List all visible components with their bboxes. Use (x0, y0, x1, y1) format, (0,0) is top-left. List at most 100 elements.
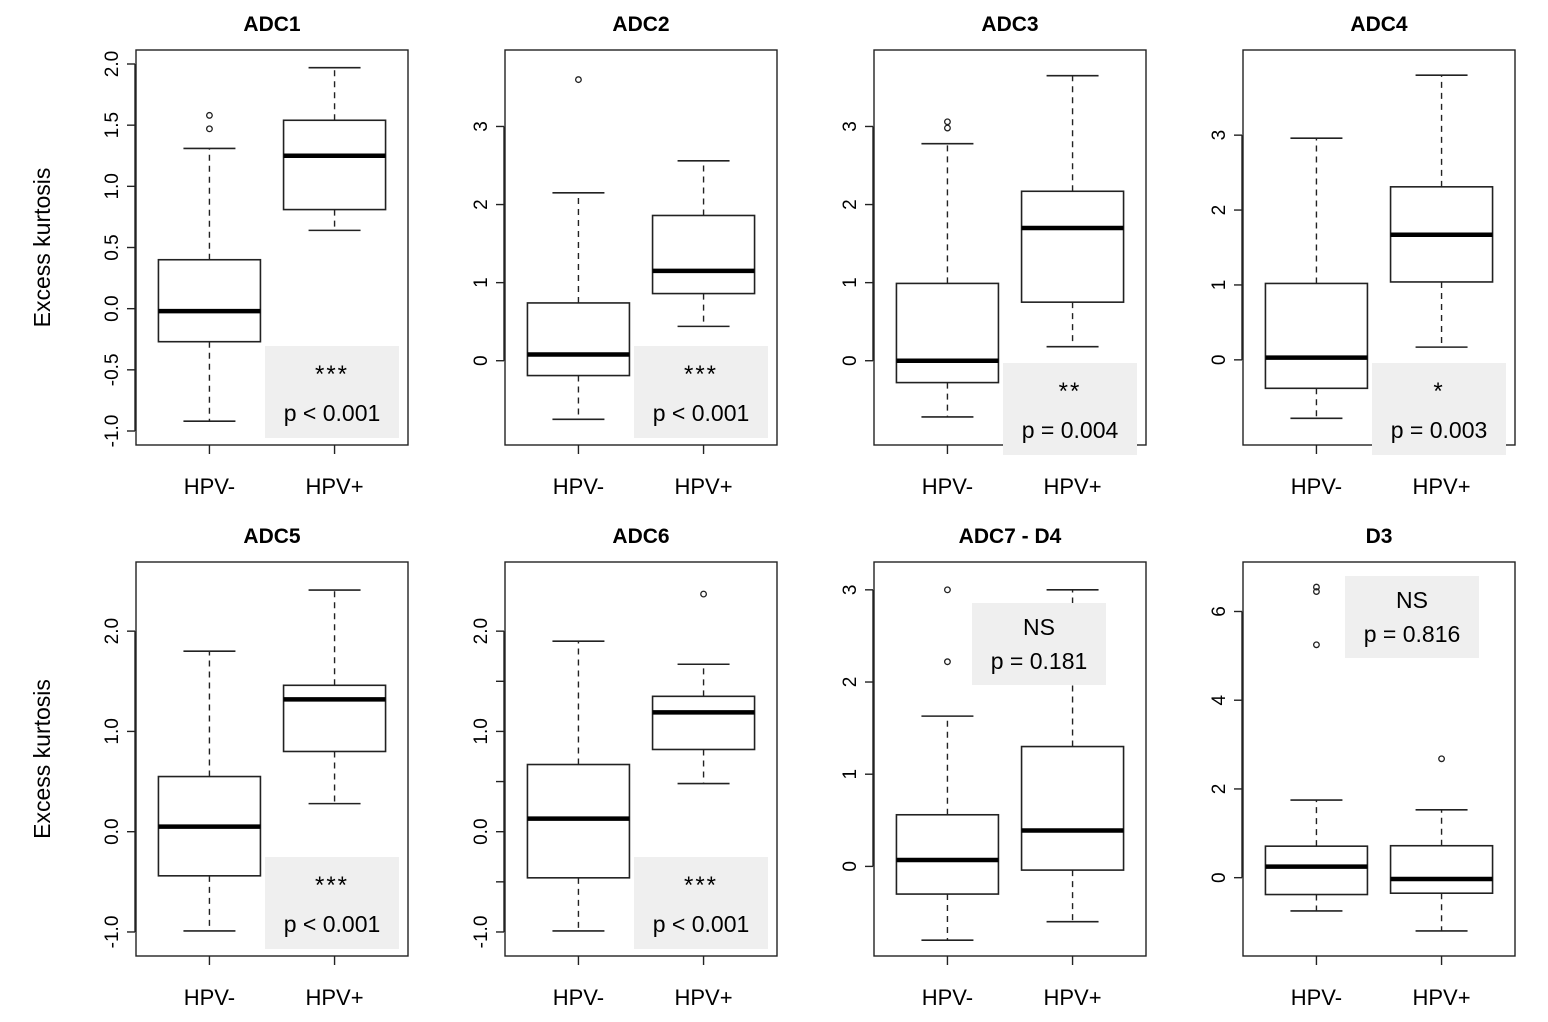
outlier-point (205, 111, 213, 119)
y-tick-label: 3 (1209, 130, 1230, 141)
p-value: p < 0.001 (284, 911, 381, 937)
panel-adc5: ADC5 -1.0 0.0 1.0 2.0 HPV- HPV+ *** p < 0.001 Exc… (29, 525, 409, 1010)
annotation-background (1345, 576, 1479, 658)
iqr-box (1264, 845, 1369, 896)
significance-annotation: * p = 0.003 (1372, 363, 1506, 455)
box-hpv-negative (1264, 583, 1369, 912)
box-hpv-positive (1020, 74, 1125, 348)
iqr-box (1264, 282, 1369, 390)
y-tick-label: 3 (471, 121, 492, 132)
outlier-point (205, 125, 213, 133)
plot-frame (135, 49, 409, 446)
y-tick-label: 2 (471, 199, 492, 210)
y-tick-label: 1.0 (102, 173, 123, 199)
outlier-point (700, 590, 708, 598)
y-tick-label: 0 (840, 861, 861, 872)
significance-annotation: NS p = 0.181 (972, 603, 1106, 685)
y-tick-label: 2.0 (102, 618, 123, 644)
iqr-box (282, 119, 387, 211)
iqr-box (1020, 190, 1125, 303)
box-hpv-negative (526, 76, 631, 421)
y-tick-label: 0 (1209, 355, 1230, 366)
panel-title: D3 (1366, 525, 1393, 548)
y-tick-label: 1 (1209, 280, 1230, 291)
box-hpv-positive (282, 589, 387, 805)
panel-title: ADC1 (243, 13, 300, 36)
box-hpv-negative (895, 586, 1000, 941)
y-tick-label: 2 (1209, 784, 1230, 795)
x-category-label: HPV- (1291, 985, 1342, 1010)
box-hpv-positive (651, 160, 756, 328)
box-hpv-positive (1020, 589, 1125, 923)
annotation-background (634, 346, 768, 438)
annotation-background (1003, 363, 1137, 455)
annotation-background (265, 346, 399, 438)
x-category-label: HPV+ (1044, 985, 1102, 1010)
y-tick-label: 6 (1209, 606, 1230, 617)
plot-frame (873, 561, 1147, 957)
significance-annotation: *** p < 0.001 (634, 346, 768, 438)
x-category-label: HPV+ (675, 474, 733, 499)
y-tick-label: 2 (1209, 205, 1230, 216)
y-tick-label: 2.0 (471, 618, 492, 644)
outlier-point (943, 118, 951, 126)
y-tick-label: 2.0 (102, 51, 123, 77)
panel-adc7-d4: ADC7 - D4 0 1 2 3 HPV- HPV+ NS p = 0.181 (840, 525, 1147, 1010)
x-category-label: HPV+ (1413, 474, 1471, 499)
p-value: p = 0.181 (991, 648, 1088, 674)
x-category-label: HPV+ (306, 474, 364, 499)
iqr-box (282, 684, 387, 753)
annotation-background (972, 603, 1106, 685)
plot-frame (504, 49, 778, 446)
significance-stars: NS (1396, 587, 1428, 613)
y-tick-label: 2 (840, 677, 861, 688)
panel-adc1: ADC1 -1.0 -0.5 0.0 0.5 1.0 1.5 2.0 HPV- HPV+ *** p … (29, 13, 409, 499)
x-category-label: HPV+ (306, 985, 364, 1010)
box-hpv-negative (157, 111, 262, 423)
x-category-label: HPV- (553, 474, 604, 499)
panel-title: ADC7 - D4 (959, 525, 1062, 548)
box-hpv-positive (282, 66, 387, 232)
plot-frame (504, 561, 778, 957)
y-tick-label: -1.0 (471, 916, 492, 949)
box-hpv-negative (1264, 137, 1369, 420)
y-tick-label: 0 (471, 355, 492, 366)
outlier-point (1312, 641, 1320, 649)
box-hpv-positive (651, 590, 756, 785)
p-value: p < 0.001 (653, 911, 750, 937)
y-tick-label: 4 (1209, 695, 1230, 706)
box-hpv-negative (526, 640, 631, 932)
y-tick-label: 1 (840, 769, 861, 780)
iqr-box (1020, 745, 1125, 871)
outlier-point (574, 76, 582, 84)
significance-annotation: *** p < 0.001 (634, 857, 768, 949)
significance-stars: NS (1023, 614, 1055, 640)
outlier-point (943, 124, 951, 132)
significance-stars: *** (315, 872, 349, 899)
y-tick-label: 1.0 (102, 718, 123, 744)
panel-d3: D3 0 2 4 6 HPV- HPV+ NS p = 0.816 (1209, 525, 1516, 1010)
y-tick-label: 1.5 (102, 112, 123, 138)
outlier-point (1438, 755, 1446, 763)
panel-adc4: ADC4 0 1 2 3 HPV- HPV+ * p = 0.003 (1209, 13, 1516, 499)
y-tick-label: 0.0 (102, 818, 123, 844)
plot-frame (135, 561, 409, 957)
panel-title: ADC6 (612, 525, 669, 548)
iqr-box (651, 214, 756, 295)
x-category-label: HPV+ (675, 985, 733, 1010)
outlier-point (1312, 588, 1320, 595)
x-category-label: HPV- (184, 474, 235, 499)
iqr-box (526, 302, 631, 377)
outlier-point (943, 658, 951, 666)
p-value: p < 0.001 (284, 400, 381, 426)
y-tick-label: 0 (1209, 872, 1230, 883)
significance-stars: *** (315, 361, 349, 388)
significance-annotation: NS p = 0.816 (1345, 576, 1479, 658)
significance-stars: ** (1059, 378, 1082, 405)
box-hpv-positive (1389, 755, 1494, 932)
panel-adc2: ADC2 0 1 2 3 HPV- HPV+ *** p < 0.001 (471, 13, 778, 499)
iqr-box (651, 695, 756, 751)
y-tick-label: 2 (840, 199, 861, 210)
